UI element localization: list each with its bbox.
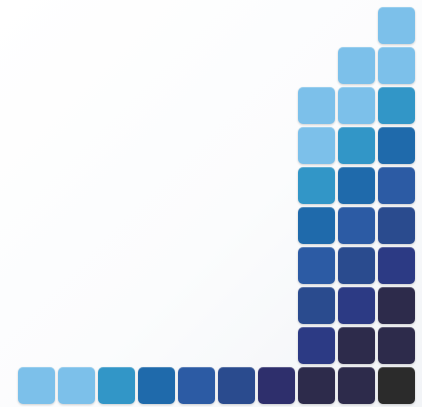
tile-r1-c8 [338,47,375,84]
tile-r9-c1 [58,367,95,404]
tile-r3-c9 [378,127,415,164]
tile-r8-c9 [378,327,415,364]
tile-r9-c4 [178,367,215,404]
tile-r8-c8 [338,327,375,364]
tile-r2-c7 [298,87,335,124]
tile-r9-c6 [258,367,295,404]
tile-r4-c8 [338,167,375,204]
tile-r6-c7 [298,247,335,284]
tile-r2-c8 [338,87,375,124]
tile-r9-c0 [18,367,55,404]
tile-r1-c9 [378,47,415,84]
tile-r0-c9 [378,7,415,44]
tile-r8-c7 [298,327,335,364]
tile-r7-c7 [298,287,335,324]
tile-r3-c7 [298,127,335,164]
tile-r6-c8 [338,247,375,284]
tile-r9-c3 [138,367,175,404]
tile-r6-c9 [378,247,415,284]
tile-r7-c8 [338,287,375,324]
tile-r7-c9 [378,287,415,324]
tile-r9-c2 [98,367,135,404]
tile-r4-c7 [298,167,335,204]
tile-r9-c7 [298,367,335,404]
tile-r9-c9 [378,367,415,404]
tile-r4-c9 [378,167,415,204]
tile-r5-c9 [378,207,415,244]
tile-r9-c5 [218,367,255,404]
tile-r9-c8 [338,367,375,404]
tile-r3-c8 [338,127,375,164]
tile-r5-c7 [298,207,335,244]
tile-r5-c8 [338,207,375,244]
tile-r2-c9 [378,87,415,124]
